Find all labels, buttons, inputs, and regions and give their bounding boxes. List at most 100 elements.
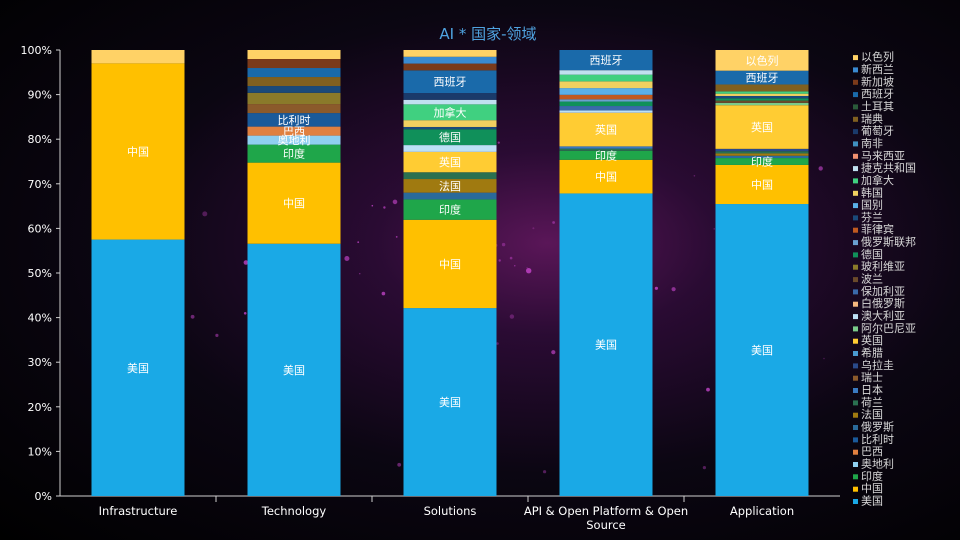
bar-segment (559, 193, 653, 496)
y-tick-label: 20% (28, 401, 52, 414)
bar-segment (715, 151, 809, 154)
bar-segment (403, 192, 497, 200)
bar-segment (715, 204, 809, 496)
bar-segment (247, 68, 341, 78)
bar-segment (403, 56, 497, 64)
y-tick-label: 50% (28, 267, 52, 280)
legend-entry: 捷克共和国 (861, 161, 916, 175)
bar-segment (715, 70, 809, 85)
background-particle (514, 265, 516, 267)
bar-segment (715, 93, 809, 96)
background-particle (552, 221, 555, 224)
bar-segment (403, 151, 497, 173)
bar-segment (559, 88, 653, 95)
legend-entry: 南非 (861, 137, 883, 150)
bar-segment (715, 100, 809, 103)
background-particle (381, 291, 386, 296)
legend-entry: 玻利维亚 (861, 260, 905, 273)
background-particle (190, 314, 195, 319)
bar-segment (403, 104, 497, 121)
legend-entry: 澳大利亚 (861, 309, 905, 323)
legend-entry: 美国 (861, 495, 883, 508)
bar-segment (247, 135, 341, 145)
data-label: 美国 (751, 344, 773, 357)
legend-swatch (853, 462, 858, 467)
data-label: 英国 (751, 120, 773, 134)
data-label: 英国 (439, 155, 461, 169)
data-label: 印度 (283, 147, 305, 161)
legend-entry: 印度 (861, 469, 883, 483)
bar-segment (559, 159, 653, 194)
bar-segment (403, 179, 497, 193)
bar-segment (403, 126, 497, 130)
background-particle (509, 314, 515, 319)
bar-segment (559, 50, 653, 71)
bar-segment (91, 63, 185, 240)
background-particle (713, 228, 715, 230)
data-label: 中国 (127, 146, 149, 159)
background-particle (654, 286, 659, 290)
legend-entry: 新加坡 (861, 74, 894, 88)
legend-swatch (853, 153, 858, 159)
bar-segment (403, 129, 497, 146)
data-label: 印度 (439, 203, 461, 217)
background-particle (532, 227, 535, 230)
background-particle (671, 287, 676, 292)
legend-entry: 荷兰 (861, 396, 883, 409)
bar-segment (403, 172, 497, 180)
bar-segment (403, 70, 497, 94)
legend-swatch (853, 227, 858, 233)
data-label: 以色列 (746, 53, 779, 67)
legend-swatch (853, 388, 858, 393)
bar-segment (559, 150, 653, 160)
bar-segment (247, 113, 341, 127)
background-particle (215, 333, 219, 337)
bar-segment (403, 145, 497, 152)
bar-segment (403, 308, 497, 496)
data-label: 中国 (751, 179, 773, 192)
bars (91, 50, 809, 497)
legend-entry: 俄罗斯 (861, 421, 894, 434)
legend-entry: 马来西亚 (861, 149, 905, 162)
bar-segment (403, 99, 497, 105)
background-particle (383, 206, 386, 209)
legend-swatch (853, 55, 858, 61)
background-particle (543, 470, 547, 474)
bar-segment (247, 86, 341, 93)
background-particle (823, 357, 825, 360)
x-tick-label: Application (730, 504, 794, 518)
background-particle (496, 342, 499, 345)
bar-segment (559, 106, 653, 111)
bar-segment (559, 148, 653, 151)
legend-entry: 国别 (861, 199, 883, 212)
x-tick-label: API & Open Platform & Open (524, 504, 688, 518)
legend-swatch (853, 400, 858, 406)
legend-entry: 瑞士 (861, 370, 883, 384)
legend-swatch (853, 240, 858, 246)
bar-segment (715, 98, 809, 101)
legend-entry: 保加利亚 (861, 284, 905, 298)
legend-entry: 以色列 (861, 50, 894, 64)
data-label: 西班牙 (746, 72, 779, 85)
bar-segment (247, 243, 341, 496)
legend-swatch (853, 116, 858, 122)
background-particle (702, 466, 707, 470)
legend-entry: 希腊 (861, 346, 883, 360)
legend-swatch (853, 104, 858, 110)
bar-segment (559, 81, 653, 89)
legend-swatch (853, 129, 858, 135)
bar-segment (715, 148, 809, 152)
legend-entry: 波兰 (861, 273, 883, 286)
bar-segment (247, 162, 341, 244)
chart-title: AI * 国家-领域 (439, 25, 536, 43)
x-tick-label: Source (586, 518, 626, 532)
legend-entry: 芬兰 (861, 211, 883, 224)
data-label: 西班牙 (434, 76, 467, 89)
legend-swatch (853, 215, 858, 221)
legend-entry: 奥地利 (861, 457, 894, 471)
y-tick-label: 30% (28, 356, 52, 369)
legend-swatch (853, 277, 858, 283)
background-particle (818, 166, 823, 171)
background-particle (526, 268, 532, 274)
legend-swatch (853, 314, 858, 320)
